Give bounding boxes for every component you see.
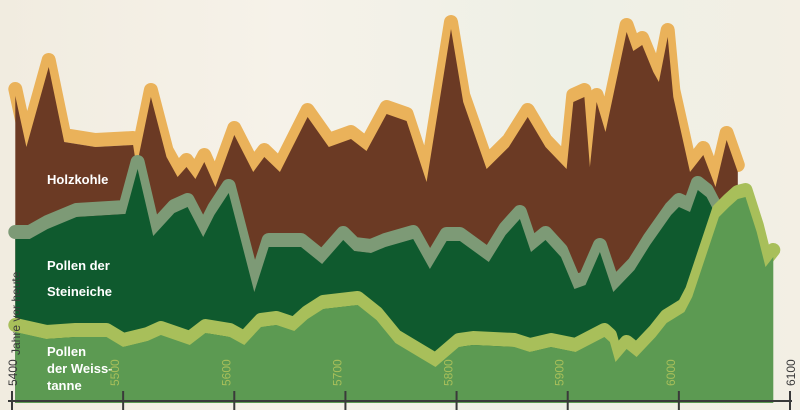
x-tick-label: 5700 bbox=[330, 359, 344, 386]
x-tick-label: 6000 bbox=[664, 359, 678, 386]
x-axis: 5400 5500 5600 5700 5800 5900 6000 6100 Jahre vo… bbox=[6, 271, 798, 410]
series-labels: Holzkohle Pollen der Steineiche Pollen der W… bbox=[47, 172, 113, 393]
area-weisstanne bbox=[15, 197, 774, 403]
series-label-steineiche: Steineiche bbox=[47, 284, 112, 299]
area-rim-weisstanne bbox=[8, 183, 781, 367]
x-tick-label: 5400 bbox=[6, 359, 20, 386]
area-rim-steineiche bbox=[8, 155, 751, 292]
series-label-weisstanne: der Weiss- bbox=[47, 361, 113, 376]
x-tick-label: 6100 bbox=[784, 359, 798, 386]
series-label-steineiche: Pollen der bbox=[47, 258, 110, 273]
series-label-holzkohle: Holzkohle bbox=[47, 172, 108, 187]
series-label-weisstanne: Pollen bbox=[47, 344, 86, 359]
x-tick-label: 5900 bbox=[553, 359, 567, 386]
x-tick-label: 5800 bbox=[442, 359, 456, 386]
x-axis-title: Jahre vor heute bbox=[9, 271, 23, 355]
x-tick-label: 5600 bbox=[219, 359, 233, 386]
series-label-weisstanne: tanne bbox=[47, 378, 82, 393]
series-areas bbox=[8, 15, 781, 403]
area-rim-holzkohle bbox=[8, 15, 745, 187]
x-tick-label: 5500 bbox=[108, 359, 122, 386]
